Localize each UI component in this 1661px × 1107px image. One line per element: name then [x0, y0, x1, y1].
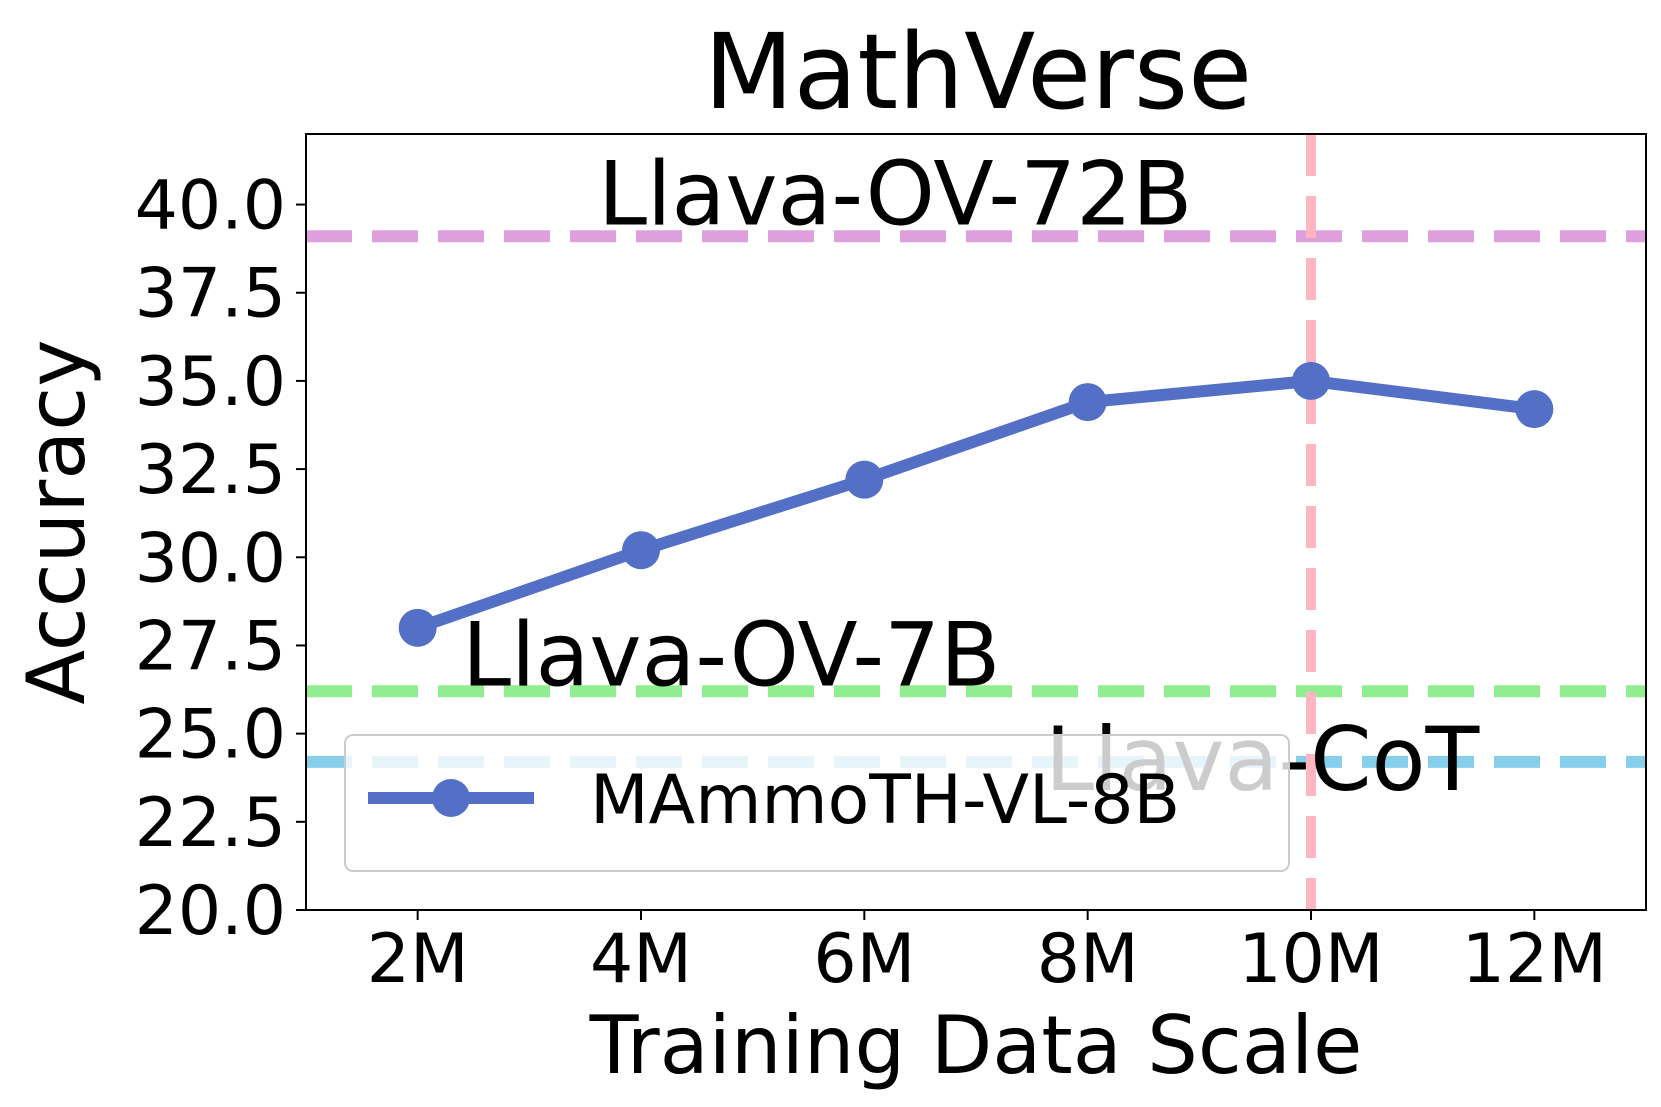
x-axis: 2M 4M 6M 8M 10M 12M: [367, 910, 1607, 999]
y-axis: 20.0 22.5 25.0 27.5 30.0 32.5 35.0 37.5 40.0: [135, 167, 306, 951]
y-tick-label: 35.0: [135, 343, 286, 422]
ref-label-llava-ov-7b: Llava-OV-7B: [462, 603, 1000, 706]
x-tick-label: 4M: [590, 920, 692, 999]
data-point-6M: [845, 460, 884, 499]
y-tick-label: 20.0: [135, 872, 286, 951]
y-tick-label: 22.5: [135, 784, 286, 863]
x-tick-label: 2M: [367, 920, 469, 999]
x-tick-label: 12M: [1462, 920, 1607, 999]
y-tick-label: 30.0: [135, 519, 286, 598]
x-tick-label: 6M: [813, 920, 915, 999]
legend-marker-swatch: [432, 779, 470, 817]
data-point-8M: [1068, 383, 1107, 422]
data-point-10M: [1292, 361, 1330, 400]
y-tick-label: 37.5: [135, 255, 286, 334]
y-tick-label: 32.5: [135, 431, 286, 510]
y-tick-label: 27.5: [135, 607, 286, 686]
data-point-12M: [1515, 390, 1554, 429]
y-tick-label: 25.0: [135, 696, 286, 775]
x-tick-label: 10M: [1238, 920, 1383, 999]
legend-box: [344, 734, 1290, 872]
y-axis-label: Accuracy: [10, 339, 103, 704]
ref-label-llava-ov-72b: Llava-OV-72B: [598, 142, 1192, 245]
x-axis-label: Training Data Scale: [589, 999, 1363, 1092]
x-tick-label: 8M: [1037, 920, 1139, 999]
chart-title: MathVerse: [704, 11, 1252, 133]
series-layer: [398, 361, 1554, 647]
legend-entry-label: MAmmoTH-VL-8B: [590, 761, 1180, 840]
plot-frame: [305, 133, 1647, 911]
data-point-4M: [622, 531, 660, 570]
series-line: [415, 374, 1536, 634]
y-tick-label: 40.0: [135, 167, 286, 246]
legend: MAmmoTH-VL-8B: [344, 734, 1290, 872]
data-point-2M: [398, 608, 437, 647]
